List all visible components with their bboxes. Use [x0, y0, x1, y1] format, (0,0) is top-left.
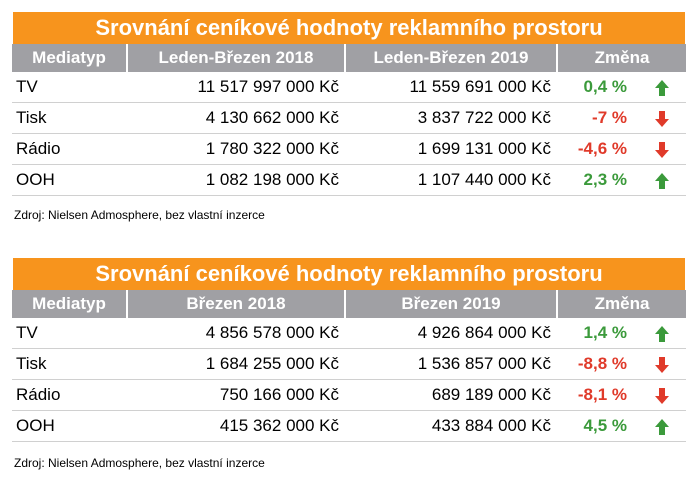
change-cell: -4,6 %	[557, 133, 637, 165]
arrow-down-icon	[654, 387, 669, 404]
table-row: Tisk 4 130 662 000 Kč 3 837 722 000 Kč -7 %	[12, 102, 687, 134]
trend-cell	[637, 379, 687, 411]
value-2019-cell: 4 926 864 000 Kč	[345, 318, 557, 349]
table-row: Tisk 1 684 255 000 Kč 1 536 857 000 Kč -8,8…	[12, 348, 687, 380]
media-type-cell: Rádio	[12, 133, 127, 165]
value-2018-cell: 750 166 000 Kč	[127, 379, 345, 411]
value-2018-cell: 415 362 000 Kč	[127, 410, 345, 442]
trend-cell	[637, 102, 687, 134]
value-2019-cell: 3 837 722 000 Kč	[345, 102, 557, 134]
header-change: Změna	[557, 44, 687, 72]
header-change: Změna	[557, 290, 687, 318]
comparison-table: Mediatyp Leden-Březen 2018 Leden-Březen …	[12, 44, 687, 196]
trend-cell	[637, 348, 687, 380]
change-cell: 2,3 %	[557, 164, 637, 196]
media-type-cell: Tisk	[12, 348, 127, 380]
header-period-2018: Leden-Březen 2018	[127, 44, 346, 72]
value-2018-cell: 1 780 322 000 Kč	[127, 133, 345, 165]
header-mediatyp: Mediatyp	[12, 290, 128, 318]
value-2018-cell: 4 130 662 000 Kč	[127, 102, 345, 134]
value-2018-cell: 11 517 997 000 Kč	[127, 72, 345, 103]
table-title: Srovnání ceníkové hodnoty reklamního pro…	[12, 258, 686, 290]
arrow-up-icon	[654, 418, 669, 435]
value-2019-cell: 1 107 440 000 Kč	[345, 164, 557, 196]
change-cell: 4,5 %	[557, 410, 637, 442]
trend-cell	[637, 410, 687, 442]
source-note: Zdroj: Nielsen Admosphere, bez vlastní i…	[14, 208, 265, 222]
value-2019-cell: 11 559 691 000 Kč	[345, 72, 557, 103]
change-cell: 0,4 %	[557, 72, 637, 103]
source-note: Zdroj: Nielsen Admosphere, bez vlastní i…	[14, 456, 265, 470]
value-2019-cell: 1 699 131 000 Kč	[345, 133, 557, 165]
arrow-down-icon	[654, 356, 669, 373]
table-row: Rádio 1 780 322 000 Kč 1 699 131 000 Kč -4,…	[12, 133, 687, 165]
value-2018-cell: 1 684 255 000 Kč	[127, 348, 345, 380]
table-row: TV 11 517 997 000 Kč 11 559 691 000 Kč 0,4 …	[12, 72, 687, 103]
header-row: Mediatyp Leden-Březen 2018 Leden-Březen …	[12, 44, 687, 72]
arrow-up-icon	[654, 172, 669, 189]
trend-cell	[637, 318, 687, 349]
value-2019-cell: 433 884 000 Kč	[345, 410, 557, 442]
trend-cell	[637, 133, 687, 165]
arrow-down-icon	[654, 141, 669, 158]
table-row: OOH 1 082 198 000 Kč 1 107 440 000 Kč 2,3 %	[12, 164, 687, 196]
arrow-up-icon	[654, 79, 669, 96]
table-row: TV 4 856 578 000 Kč 4 926 864 000 Kč 1,4 %	[12, 318, 687, 349]
header-row: Mediatyp Březen 2018 Březen 2019 Změna	[12, 290, 687, 318]
table-row: OOH 415 362 000 Kč 433 884 000 Kč 4,5 %	[12, 410, 687, 442]
price-comparison-table-q1: Srovnání ceníkové hodnoty reklamního pro…	[12, 12, 687, 196]
change-cell: -7 %	[557, 102, 637, 134]
trend-cell	[637, 164, 687, 196]
table-row: Rádio 750 166 000 Kč 689 189 000 Kč -8,1 %	[12, 379, 687, 411]
media-type-cell: TV	[12, 318, 127, 349]
comparison-table: Mediatyp Březen 2018 Březen 2019 Změna T…	[12, 290, 687, 442]
value-2018-cell: 4 856 578 000 Kč	[127, 318, 345, 349]
media-type-cell: Tisk	[12, 102, 127, 134]
media-type-cell: OOH	[12, 164, 127, 196]
trend-cell	[637, 72, 687, 103]
header-period-2019: Březen 2019	[345, 290, 558, 318]
media-type-cell: Rádio	[12, 379, 127, 411]
value-2019-cell: 1 536 857 000 Kč	[345, 348, 557, 380]
table-title: Srovnání ceníkové hodnoty reklamního pro…	[12, 12, 686, 44]
arrow-down-icon	[654, 110, 669, 127]
media-type-cell: TV	[12, 72, 127, 103]
header-mediatyp: Mediatyp	[12, 44, 128, 72]
media-type-cell: OOH	[12, 410, 127, 442]
change-cell: -8,1 %	[557, 379, 637, 411]
header-period-2019: Leden-Březen 2019	[345, 44, 558, 72]
price-comparison-table-march: Srovnání ceníkové hodnoty reklamního pro…	[12, 258, 687, 442]
value-2019-cell: 689 189 000 Kč	[345, 379, 557, 411]
value-2018-cell: 1 082 198 000 Kč	[127, 164, 345, 196]
change-cell: -8,8 %	[557, 348, 637, 380]
change-cell: 1,4 %	[557, 318, 637, 349]
arrow-up-icon	[654, 325, 669, 342]
header-period-2018: Březen 2018	[127, 290, 346, 318]
